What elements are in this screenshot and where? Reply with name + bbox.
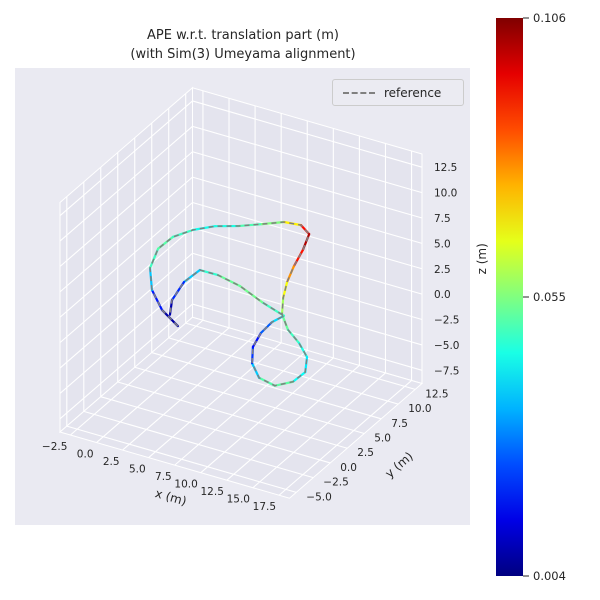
x-tick-label: −2.5 [42, 441, 68, 453]
z-tick-label: 5.0 [434, 238, 451, 250]
y-tick-label: 0.0 [340, 462, 357, 474]
reference-dashed-line [149, 221, 311, 387]
legend: reference [332, 79, 464, 106]
z-tick-label: 7.5 [434, 213, 451, 225]
grid-lines [59, 90, 423, 496]
chart-title-line1: APE w.r.t. translation part (m) [147, 28, 339, 43]
chart-title: APE w.r.t. translation part (m) (with Si… [0, 26, 486, 64]
x-tick-label: 17.5 [253, 501, 276, 513]
y-tick-label: 2.5 [357, 447, 374, 459]
colorbar-tick-label: 0.055 [533, 290, 566, 304]
y-tick-label: 7.5 [391, 418, 408, 430]
dashed-line-icon [343, 91, 375, 94]
x-tick-label: 0.0 [77, 449, 94, 461]
x-tick-label: 7.5 [155, 471, 172, 483]
y-tick-label: −5.0 [306, 491, 332, 503]
z-tick-label: 12.5 [434, 162, 457, 174]
y-tick-label: 10.0 [408, 403, 431, 415]
z-axis-label: z (m) [475, 243, 489, 274]
colorbar-tick-label: 0.004 [533, 569, 566, 583]
y-tick-label: 12.5 [425, 388, 448, 400]
chart-title-line2: (with Sim(3) Umeyama alignment) [130, 47, 356, 62]
colorbar-tick-label: 0.106 [533, 11, 566, 25]
z-tick-label: −7.5 [434, 365, 460, 377]
x-tick-label: 10.0 [174, 479, 197, 491]
y-tick-label: 5.0 [374, 433, 391, 445]
x-tick-label: 15.0 [227, 494, 250, 506]
z-tick-label: −5.0 [434, 340, 460, 352]
colorbar [496, 18, 523, 576]
y-tick-label: −2.5 [323, 477, 349, 489]
z-tick-label: 10.0 [434, 188, 457, 200]
z-tick-label: 2.5 [434, 264, 451, 276]
z-tick-label: 0.0 [434, 289, 451, 301]
x-tick-label: 12.5 [201, 486, 224, 498]
x-tick-label: 2.5 [103, 456, 120, 468]
z-tick-label: −2.5 [434, 315, 460, 327]
legend-label: reference [384, 85, 442, 100]
x-tick-label: 5.0 [129, 464, 146, 476]
